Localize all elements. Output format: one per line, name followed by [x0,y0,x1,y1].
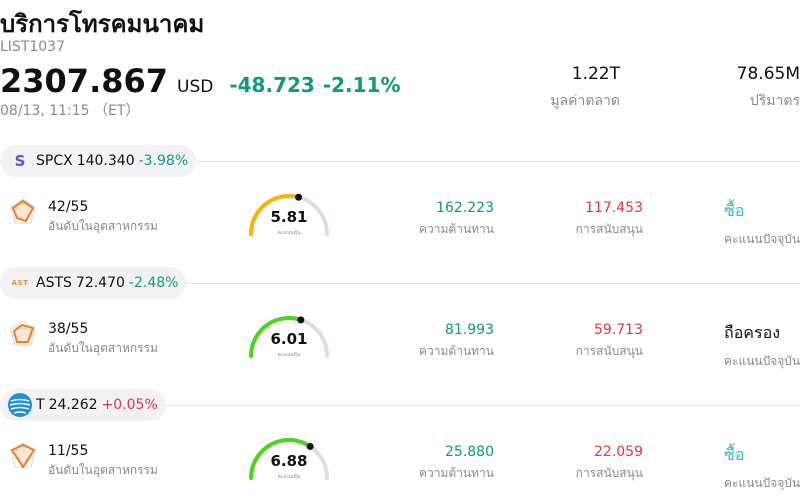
support-metric: 59.713 การสนับสนุน [576,322,643,361]
price-change: -48.723 [229,73,315,97]
rating-value: ถือครอง [724,323,781,342]
resistance-metric: 81.993 ความต้านทาน [419,322,494,361]
resistance-value: 162.223 [436,200,494,216]
price-change-pct: -2.11% [322,73,401,97]
section-divider [0,405,800,406]
volume-label: ปริมาตร [749,93,800,109]
gauge-fill [249,438,313,480]
industry-rank: 11/55 [48,443,89,459]
industry-rank: 38/55 [48,321,89,337]
price-row: 2307.867 USD -48.723 -2.11% [0,62,401,100]
stock-score-gauge [249,438,329,480]
stock-score: 6.88 [270,452,308,470]
industry-rank-label: อันดับในอุตสาหกรรม [48,219,158,233]
spcx-logo-icon: S [14,152,26,170]
section-divider [0,161,800,162]
stock-score-label: คะแนนหุ้น [277,474,301,480]
market-cap-stat: 1.22T มูลค่าตลาด [550,64,620,112]
stock-pill-asts[interactable]: AST ASTS 72.470 -2.48% [0,267,187,299]
gauge-knob [306,442,314,450]
support-label: การสนับสนุน [575,344,643,358]
stock-score: 6.01 [270,330,308,348]
gauge-knob [297,316,305,324]
rating-label: คะแนนปัจจุบัน [724,232,800,246]
stock-score-label: คะแนนหุ้น [277,230,301,236]
industry-rank-radar-icon [10,198,36,224]
stock-pill-t[interactable]: T 24.262 +0.05% [0,389,166,421]
stock-symbol: SPCX [36,153,73,169]
resistance-metric: 162.223 ความต้านทาน [419,200,494,239]
industry-rank-radar-icon [10,320,36,346]
support-metric: 117.453 การสนับสนุน [576,200,643,239]
resistance-label: ความต้านทาน [419,222,494,236]
resistance-label: ความต้านทาน [419,344,494,358]
current-rating: ซื้อ คะแนนปัจจุบัน [724,199,800,249]
resistance-metric: 25.880 ความต้านทาน [419,444,494,483]
gauge-knob [295,193,303,201]
support-label: การสนับสนุน [575,222,643,236]
asts-logo-icon: AST [11,279,29,287]
currency-label: USD [177,77,214,97]
support-value: 117.453 [585,200,643,216]
stock-price: 24.262 [48,397,98,413]
resistance-label: ความต้านทาน [419,466,494,480]
rating-value: ซื้อ [724,201,745,220]
volume-stat: 78.65M ปริมาตร [737,64,800,112]
rating-label: คะแนนปัจจุบัน [724,354,800,368]
gauge-fill [249,316,303,358]
support-label: การสนับสนุน [575,466,643,480]
stock-score-gauge [249,316,329,358]
stock-symbol: T [36,397,45,413]
support-metric: 22.059 การสนับสนุน [576,444,643,483]
industry-rank-label: อันดับในอุตสาหกรรม [48,341,158,355]
stock-price: 140.340 [76,153,135,169]
industry-rank: 42/55 [48,199,89,215]
rating-value: ซื้อ [724,445,745,464]
stock-change: -3.98% [138,153,189,169]
stock-section-spcx: S SPCX 140.340 -3.98% 42/55 อันดับในอุตส… [0,145,800,265]
support-value: 59.713 [594,322,643,338]
rating-label: คะแนนปัจจุบัน [724,476,800,490]
market-cap-value: 1.22T [571,64,620,84]
current-rating: ซื้อ คะแนนปัจจุบัน [724,443,800,493]
resistance-value: 25.880 [445,444,494,460]
resistance-value: 81.993 [445,322,494,338]
section-divider [0,283,800,284]
timestamp: 08/13, 11:15 （ET） [0,103,140,119]
index-price: 2307.867 [0,62,169,100]
stock-score-gauge [249,193,329,236]
current-rating: ถือครอง คะแนนปัจจุบัน [724,321,800,371]
stock-score-label: คะแนนหุ้น [277,352,301,358]
att-globe-icon [8,393,32,417]
stock-change: -2.48% [128,275,179,291]
stock-change: +0.05% [101,397,158,413]
stock-score: 5.81 [270,208,308,226]
market-cap-label: มูลค่าตลาด [550,93,620,109]
page-title: บริการโทรคมนาคม [0,10,205,38]
list-code: LIST1037 [0,39,65,55]
industry-rank-radar-icon [10,442,36,469]
volume-value: 78.65M [736,64,800,84]
support-value: 22.059 [594,444,643,460]
stock-section-asts: AST ASTS 72.470 -2.48% 38/55 อันดับในอุต… [0,267,800,387]
industry-rank-label: อันดับในอุตสาหกรรม [48,463,158,477]
stock-symbol: ASTS [36,275,72,291]
stock-price: 72.470 [75,275,125,291]
stock-pill-spcx[interactable]: S SPCX 140.340 -3.98% [0,145,197,177]
gauge-fill [249,193,301,236]
stock-section-t: T 24.262 +0.05% 11/55 อันดับในอุตสาหกรรม… [0,389,800,499]
